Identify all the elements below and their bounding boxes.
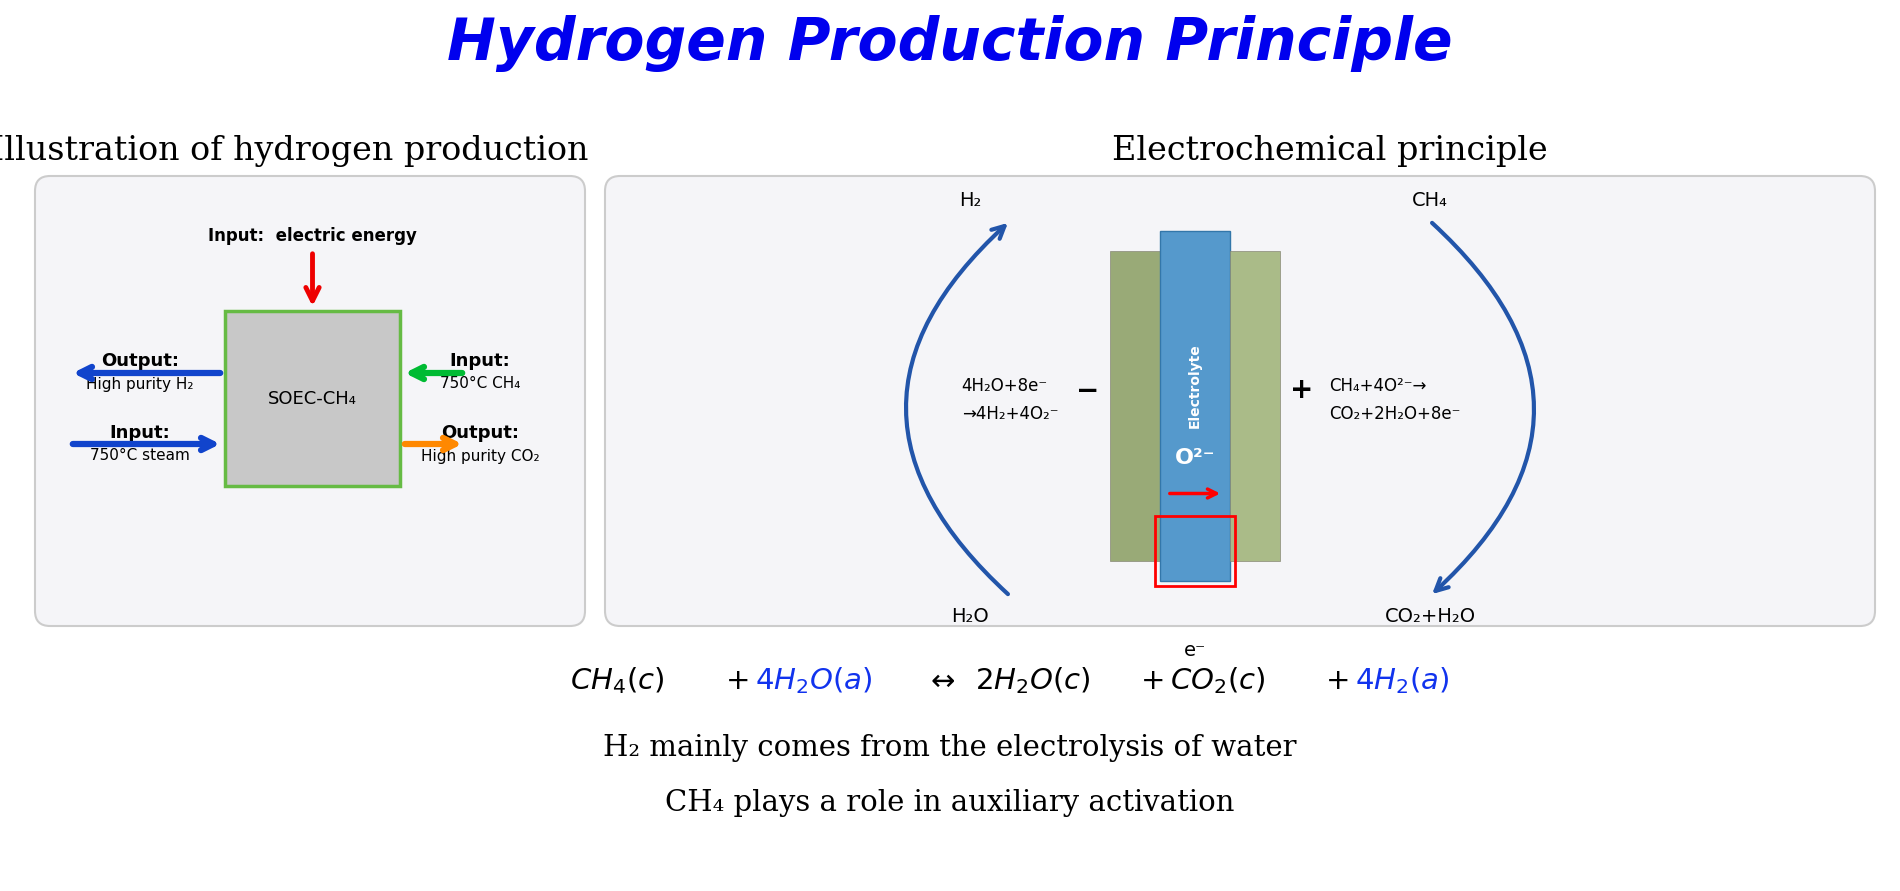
Text: Output:: Output: <box>101 352 179 370</box>
Text: SOEC-CH₄: SOEC-CH₄ <box>268 389 357 407</box>
Text: Input:: Input: <box>450 352 511 370</box>
Text: Hydrogen Production Principle: Hydrogen Production Principle <box>446 14 1454 71</box>
Text: e⁻: e⁻ <box>1184 642 1206 660</box>
Text: $\mathbf{\mathit{\ +\ }}$: $\mathbf{\mathit{\ +\ }}$ <box>1125 667 1163 695</box>
Text: 4H₂O+8e⁻
→4H₂+4O₂⁻: 4H₂O+8e⁻ →4H₂+4O₂⁻ <box>961 377 1058 422</box>
Text: $\mathbf{\mathit{CO_2(c)}}$: $\mathbf{\mathit{CO_2(c)}}$ <box>1170 666 1265 697</box>
Text: $\mathbf{\mathit{\ +\ }}$: $\mathbf{\mathit{\ +\ }}$ <box>711 667 749 695</box>
Text: CH₄: CH₄ <box>1412 192 1448 210</box>
Text: High purity H₂: High purity H₂ <box>86 377 194 391</box>
Text: $\mathbf{\mathit{\ \leftrightarrow\ }}$: $\mathbf{\mathit{\ \leftrightarrow\ }}$ <box>916 667 956 695</box>
Text: CH₄+4O²⁻→
CO₂+2H₂O+8e⁻: CH₄+4O²⁻→ CO₂+2H₂O+8e⁻ <box>1330 377 1461 422</box>
Text: CO₂+H₂O: CO₂+H₂O <box>1385 607 1476 625</box>
Bar <box>1155 516 1235 586</box>
FancyBboxPatch shape <box>604 176 1875 626</box>
Text: $\mathbf{\mathit{4H_2O(a)}}$: $\mathbf{\mathit{4H_2O(a)}}$ <box>754 666 872 697</box>
Text: CH₄ plays a role in auxiliary activation: CH₄ plays a role in auxiliary activation <box>665 789 1235 817</box>
Text: Electrolyte: Electrolyte <box>1188 344 1203 429</box>
Text: 750°C steam: 750°C steam <box>89 448 190 463</box>
Text: Electrochemical principle: Electrochemical principle <box>1112 135 1548 167</box>
Bar <box>1110 251 1161 561</box>
Bar <box>1229 251 1281 561</box>
Text: H₂ mainly comes from the electrolysis of water: H₂ mainly comes from the electrolysis of… <box>604 734 1296 762</box>
Text: $\mathbf{\mathit{CH_4(c)}}$: $\mathbf{\mathit{CH_4(c)}}$ <box>570 666 665 697</box>
Text: $\mathbf{\mathit{\ +\ }}$: $\mathbf{\mathit{\ +\ }}$ <box>1309 667 1349 695</box>
Text: Input:  electric energy: Input: electric energy <box>209 227 416 245</box>
Text: H₂: H₂ <box>960 192 980 210</box>
FancyBboxPatch shape <box>34 176 585 626</box>
Text: High purity CO₂: High purity CO₂ <box>420 448 540 463</box>
Text: H₂O: H₂O <box>952 607 988 625</box>
Text: $\mathbf{\mathit{4H_2(a)}}$: $\mathbf{\mathit{4H_2(a)}}$ <box>1355 666 1450 697</box>
Bar <box>1161 231 1229 581</box>
Text: +: + <box>1290 377 1313 405</box>
Text: −: − <box>1077 377 1100 405</box>
Text: O²⁻: O²⁻ <box>1174 448 1216 469</box>
Text: $\mathbf{\mathit{2H_2O(c)}}$: $\mathbf{\mathit{2H_2O(c)}}$ <box>975 666 1091 697</box>
Bar <box>224 311 401 486</box>
Text: Illustration of hydrogen production: Illustration of hydrogen production <box>0 135 589 167</box>
Text: 750°C CH₄: 750°C CH₄ <box>439 377 521 391</box>
Text: Input:: Input: <box>110 424 171 442</box>
Text: Output:: Output: <box>441 424 519 442</box>
